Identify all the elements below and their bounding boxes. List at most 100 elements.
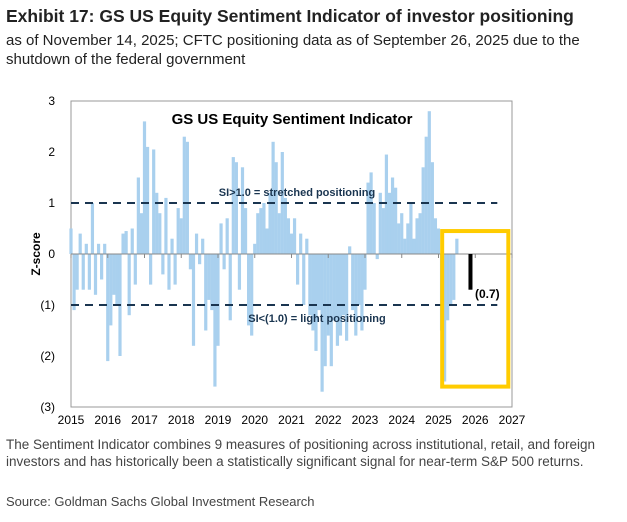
bar <box>366 182 370 254</box>
x-tick-label: 2016 <box>94 413 121 427</box>
bar <box>219 223 223 254</box>
bar <box>115 254 119 305</box>
bar <box>289 233 294 254</box>
bar <box>103 243 107 254</box>
bar <box>185 141 189 254</box>
bar <box>308 254 312 316</box>
bar <box>213 254 217 387</box>
bar <box>216 254 220 346</box>
bar <box>127 254 131 316</box>
bar <box>341 254 346 316</box>
bar <box>191 254 196 346</box>
x-tick-label: 2024 <box>388 413 415 427</box>
bar <box>240 167 245 254</box>
bar <box>335 254 340 346</box>
bar <box>231 157 235 254</box>
bar <box>164 197 168 254</box>
bar <box>360 254 364 331</box>
bar <box>265 228 269 254</box>
bar <box>81 254 85 290</box>
bar <box>390 177 395 254</box>
y-tick-label: (2) <box>40 349 55 363</box>
bar <box>173 254 177 285</box>
bar <box>142 121 147 255</box>
bar <box>296 254 300 285</box>
bar <box>277 213 281 254</box>
bar <box>228 254 232 321</box>
bar <box>100 254 104 280</box>
bar <box>345 254 349 341</box>
bar <box>222 254 226 270</box>
bar <box>90 203 95 254</box>
y-tick-label: 2 <box>48 145 55 159</box>
bar <box>179 218 183 254</box>
bar <box>182 136 186 254</box>
exhibit-title: Exhibit 17: GS US Equity Sentiment Indic… <box>6 6 574 26</box>
bar <box>158 213 162 254</box>
bar <box>338 254 343 336</box>
bar <box>93 254 98 295</box>
bar <box>430 162 434 254</box>
bar <box>348 246 352 254</box>
bar <box>375 254 379 260</box>
x-tick-label: 2023 <box>352 413 379 427</box>
bar <box>329 254 333 367</box>
bar <box>256 213 260 254</box>
bar <box>394 187 398 254</box>
bar <box>317 254 321 311</box>
bar <box>112 254 116 295</box>
bar <box>253 243 257 254</box>
bar <box>412 238 416 254</box>
latest-label: (0.7) <box>475 287 500 301</box>
bar <box>351 254 355 311</box>
bar <box>372 203 376 254</box>
bar <box>84 243 88 254</box>
bar <box>96 243 101 254</box>
bar <box>75 254 79 290</box>
bar <box>378 192 382 254</box>
x-tick-label: 2019 <box>205 413 232 427</box>
x-tick-label: 2022 <box>315 413 342 427</box>
bar <box>194 233 199 254</box>
bar <box>210 254 214 311</box>
bar <box>326 254 330 336</box>
bar <box>243 208 248 254</box>
bar <box>69 228 73 254</box>
bar <box>207 254 211 300</box>
x-tick-label: 2020 <box>241 413 268 427</box>
y-axis-label: Z-score <box>29 232 43 276</box>
x-tick-label: 2027 <box>499 413 526 427</box>
bar <box>262 203 266 254</box>
x-tick-label: 2018 <box>168 413 195 427</box>
bar <box>145 146 150 254</box>
bar <box>247 254 251 326</box>
bar <box>176 208 180 254</box>
bar <box>427 111 431 254</box>
sentiment-chart: GS US Equity Sentiment Indicator SI>1.0 … <box>29 94 526 427</box>
bar <box>106 254 110 362</box>
bar <box>271 141 275 254</box>
bar <box>311 254 315 331</box>
bar <box>354 254 358 336</box>
y-tick-label: 1 <box>48 196 55 210</box>
bar <box>234 162 238 254</box>
bar <box>161 254 165 275</box>
bar <box>299 233 303 254</box>
bar <box>369 172 373 254</box>
bar <box>170 238 174 254</box>
bar <box>274 162 278 254</box>
bar <box>237 254 242 290</box>
exhibit-subtitle: as of November 14, 2025; CFTC positionin… <box>6 32 580 68</box>
bar <box>225 218 229 254</box>
x-tick-label: 2015 <box>58 413 85 427</box>
bar <box>133 254 137 285</box>
bar <box>292 218 297 254</box>
bar <box>449 254 453 305</box>
bar <box>198 254 202 265</box>
bar <box>268 192 272 254</box>
bar <box>415 218 419 254</box>
bar <box>381 208 385 254</box>
latest-value-bar <box>468 254 473 290</box>
bar <box>387 192 392 254</box>
bar <box>109 254 113 326</box>
